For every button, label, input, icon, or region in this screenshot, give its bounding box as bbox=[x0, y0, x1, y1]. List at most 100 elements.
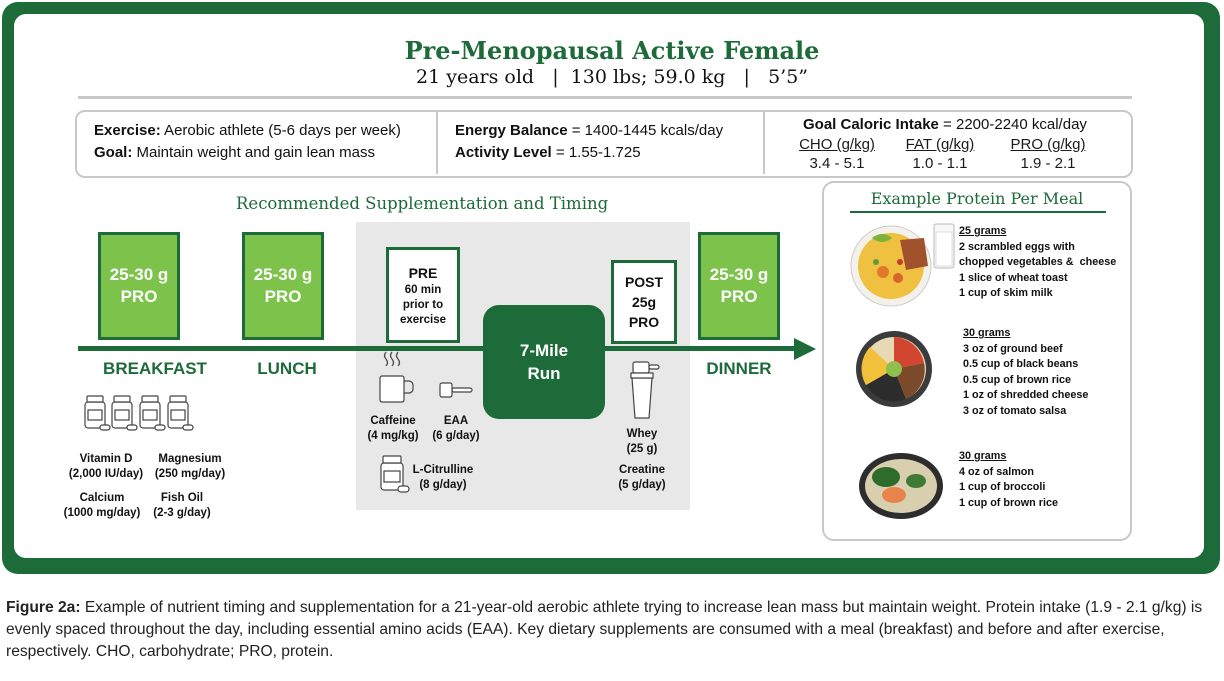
supp-dose: (6 g/day) bbox=[432, 430, 480, 442]
macro-value-pro: 1.9 - 2.1 bbox=[1020, 155, 1076, 172]
meal-2-item: 1 oz of shredded cheese bbox=[963, 389, 1089, 401]
info-divider bbox=[436, 112, 438, 174]
supp-calcium: Calcium (1000 mg/day) bbox=[52, 491, 152, 521]
energy-line: Energy Balance = 1400-1445 kcals/day bbox=[455, 122, 723, 139]
supp-whey: Whey (25 g) bbox=[605, 427, 679, 457]
scoop-icon bbox=[439, 382, 473, 398]
post-exercise-box: POST 25g PRO bbox=[611, 260, 677, 344]
goal-value: Maintain weight and gain lean mass bbox=[132, 144, 376, 161]
supp-dose: (25 g) bbox=[626, 443, 658, 455]
caloric-label: Goal Caloric Intake bbox=[803, 116, 939, 133]
dinner-protein-amount: 25-30 g bbox=[709, 265, 769, 284]
caption-text: Example of nutrient timing and supplemen… bbox=[6, 599, 1203, 660]
breakfast-protein-box: 25-30 g PRO bbox=[98, 232, 180, 340]
run-line1: 7-Mile bbox=[519, 341, 569, 360]
supp-dose: (250 mg/day) bbox=[154, 468, 226, 480]
meal-1-item: 1 slice of wheat toast bbox=[959, 271, 1068, 284]
supp-eaa: EAA (6 g/day) bbox=[424, 414, 488, 444]
supp-dose: (8 g/day) bbox=[419, 479, 467, 491]
energy-value: = 1400-1445 kcals/day bbox=[567, 122, 724, 139]
lunch-label: LUNCH bbox=[257, 359, 317, 378]
caption-label: Figure 2a: bbox=[6, 599, 81, 616]
supp-magnesium: Magnesium (250 mg/day) bbox=[140, 452, 240, 482]
activity-value: = 1.55-1.725 bbox=[551, 144, 641, 161]
timeline-arrowhead bbox=[794, 338, 816, 360]
meal-3-grams: 30 grams bbox=[959, 450, 1007, 462]
exercise-value: Aerobic athlete (5-6 days per week) bbox=[160, 122, 401, 139]
lunch-protein-unit: PRO bbox=[264, 287, 302, 306]
pre-exercise-box: PRE 60 min prior to exercise bbox=[386, 247, 460, 343]
exercise-line: Exercise: Aerobic athlete (5-6 days per … bbox=[94, 122, 401, 139]
meal-3-item: 4 oz of salmon bbox=[959, 465, 1034, 478]
dinner-protein-unit: PRO bbox=[720, 287, 758, 306]
pill-bottle-icon bbox=[380, 455, 410, 493]
figure-title: Pre-Menopausal Active Female bbox=[404, 36, 820, 65]
meal-2-item: 0.5 cup of black beans bbox=[963, 358, 1079, 370]
timeline-arrow bbox=[78, 346, 798, 351]
supp-name: Magnesium bbox=[158, 453, 222, 465]
dinner-label: DINNER bbox=[706, 359, 772, 378]
supp-dose: (5 g/day) bbox=[618, 479, 666, 491]
breakfast-protein-amount: 25-30 g bbox=[109, 265, 169, 284]
supp-name: Vitamin D bbox=[79, 453, 133, 465]
pre-line3: exercise bbox=[399, 313, 447, 326]
supp-dose: (2,000 IU/day) bbox=[68, 468, 144, 480]
shaker-bottle-icon bbox=[630, 361, 660, 419]
meal-2-grams: 30 grams bbox=[963, 327, 1011, 339]
supp-name: EAA bbox=[443, 415, 469, 427]
energy-label: Energy Balance bbox=[455, 122, 568, 139]
supp-name: Calcium bbox=[79, 492, 125, 504]
salmon-bowl-image bbox=[859, 453, 943, 519]
meal-1-item: 1 cup of skim milk bbox=[959, 287, 1053, 299]
supp-name: Whey bbox=[626, 428, 658, 440]
meal-2-item: 3 oz of ground beef bbox=[963, 342, 1063, 355]
meal-2-text: 30 grams 3 oz of ground beef 0.5 cup of … bbox=[963, 326, 1088, 419]
pre-line1: 60 min bbox=[404, 283, 442, 296]
meal-2-item: 0.5 cup of brown rice bbox=[963, 373, 1071, 386]
pre-line2: prior to bbox=[402, 298, 444, 311]
info-divider bbox=[763, 112, 765, 174]
caloric-line: Goal Caloric Intake = 2200-2240 kcal/day bbox=[803, 116, 1087, 133]
post-line1: 25g bbox=[631, 294, 657, 310]
supp-dose: (1000 mg/day) bbox=[63, 507, 141, 519]
lunch-protein-amount: 25-30 g bbox=[253, 265, 313, 284]
meal-1-text: 25 grams 2 scrambled eggs with chopped v… bbox=[959, 224, 1116, 302]
supp-name: Creatine bbox=[618, 464, 666, 476]
dinner-protein-box: 25-30 g PRO bbox=[698, 232, 780, 340]
meal-1-item: 2 scrambled eggs with bbox=[959, 240, 1075, 253]
activity-label: Activity Level bbox=[455, 144, 552, 161]
post-title: POST bbox=[624, 274, 664, 290]
supp-caffeine: Caffeine (4 mg/kg) bbox=[358, 414, 428, 444]
panel-title-underline bbox=[850, 211, 1106, 213]
info-box bbox=[75, 110, 1133, 178]
timeline-title: Recommended Supplementation and Timing bbox=[236, 194, 609, 213]
supp-dose: (4 mg/kg) bbox=[367, 430, 419, 442]
supp-fish-oil: Fish Oil (2-3 g/day) bbox=[132, 491, 232, 521]
macro-label-cho: CHO (g/kg) bbox=[799, 136, 875, 153]
meal-3-text: 30 grams 4 oz of salmon 1 cup of broccol… bbox=[959, 449, 1058, 511]
pill-bottles-icon bbox=[84, 395, 194, 431]
supp-creatine: Creatine (5 g/day) bbox=[605, 463, 679, 493]
caloric-value: = 2200-2240 kcal/day bbox=[938, 116, 1087, 133]
exercise-label: Exercise: bbox=[94, 122, 161, 139]
activity-line: Activity Level = 1.55-1.725 bbox=[455, 144, 641, 161]
supp-name: L-Citrulline bbox=[412, 464, 474, 476]
macro-value-cho: 3.4 - 5.1 bbox=[809, 155, 865, 172]
macro-label-pro: PRO (g/kg) bbox=[1010, 136, 1086, 153]
supp-name: Caffeine bbox=[370, 415, 416, 427]
breakfast-label: BREAKFAST bbox=[103, 359, 207, 378]
meal-3-item: 1 cup of brown rice bbox=[959, 496, 1058, 509]
macro-label-fat: FAT (g/kg) bbox=[905, 136, 975, 153]
supp-l-citrulline: L-Citrulline (8 g/day) bbox=[410, 463, 476, 493]
figure-caption: Figure 2a: Example of nutrient timing an… bbox=[6, 597, 1218, 663]
pre-title: PRE bbox=[408, 264, 438, 281]
lunch-protein-box: 25-30 g PRO bbox=[242, 232, 324, 340]
macro-value-fat: 1.0 - 1.1 bbox=[912, 155, 968, 172]
meal-1-grams: 25 grams bbox=[959, 225, 1007, 237]
post-line2: PRO bbox=[628, 314, 660, 330]
panel-title: Example Protein Per Meal bbox=[870, 189, 1084, 208]
meal-3-item: 1 cup of broccoli bbox=[959, 481, 1046, 493]
eggs-plate-image bbox=[850, 223, 955, 307]
goal-label: Goal: bbox=[94, 144, 133, 161]
meal-1-item: chopped vegetables & cheese bbox=[959, 256, 1117, 268]
